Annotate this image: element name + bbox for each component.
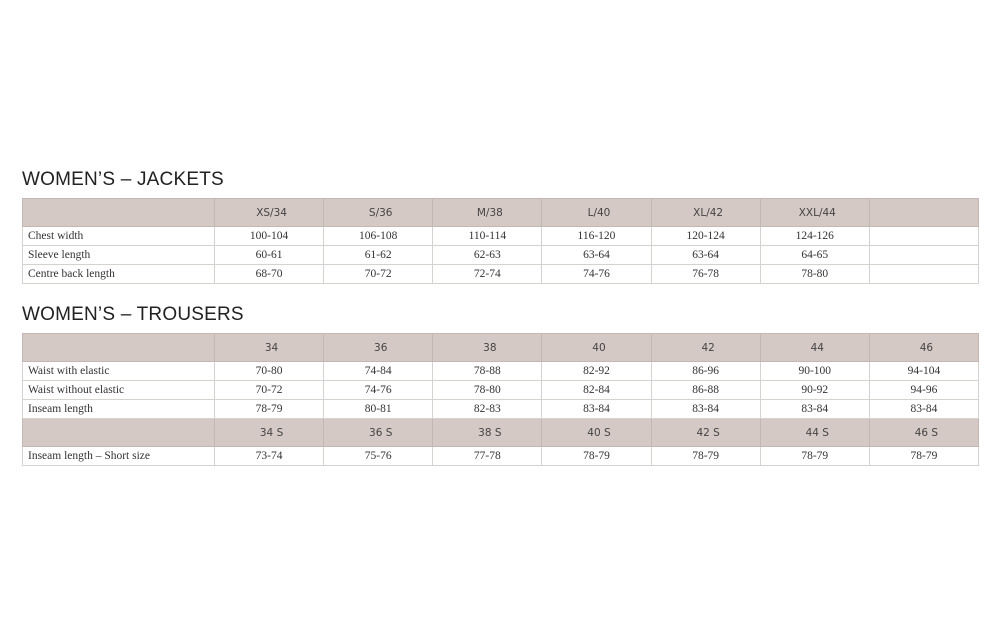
size-header-cell: 40	[541, 333, 652, 362]
header-empty-cell	[22, 333, 215, 362]
measurement-value: 76-78	[650, 264, 761, 284]
size-header-cell: L/40	[541, 198, 652, 227]
header-empty-cell	[22, 418, 215, 447]
size-header-cell: S/36	[323, 198, 434, 227]
measurement-value: 70-72	[213, 380, 325, 400]
measurement-value: 75-76	[323, 446, 434, 466]
size-header-cell: 36 S	[323, 418, 434, 447]
measurement-value: 74-84	[323, 361, 434, 381]
measurement-value: 82-83	[432, 399, 543, 419]
measurement-value: 83-84	[759, 399, 870, 419]
measurement-value: 83-84	[650, 399, 761, 419]
measurement-value: 68-70	[213, 264, 325, 284]
size-header-cell: 44	[759, 333, 870, 362]
size-header-row: 34 S 36 S 38 S 40 S 42 S 44 S 46 S	[22, 418, 980, 447]
measurement-value: 90-100	[759, 361, 870, 381]
size-header-cell: 44 S	[759, 418, 870, 447]
measurement-value: 82-84	[541, 380, 652, 400]
measurement-value: 77-78	[432, 446, 543, 466]
measurement-value: 106-108	[323, 226, 434, 246]
measurement-value: 83-84	[868, 399, 980, 419]
measurement-value: 63-64	[541, 245, 652, 265]
size-header-cell: 38	[432, 333, 543, 362]
measurement-label: Sleeve length	[22, 245, 215, 265]
measurement-value: 100-104	[213, 226, 325, 246]
size-header-cell: XXL/44	[759, 198, 870, 227]
table-row: Centre back length 68-70 70-72 72-74 74-76 76…	[22, 264, 980, 284]
measurement-label: Inseam length	[22, 399, 215, 419]
trousers-title: WOMEN’S – TROUSERS	[22, 304, 244, 325]
measurement-value: 78-79	[213, 399, 325, 419]
measurement-value: 73-74	[213, 446, 325, 466]
size-header-cell: M/38	[432, 198, 543, 227]
size-header-cell: 36	[323, 333, 434, 362]
measurement-value: 116-120	[541, 226, 652, 246]
size-header-cell: 46 S	[868, 418, 980, 447]
measurement-value: 64-65	[759, 245, 870, 265]
size-header-cell	[868, 198, 980, 227]
measurement-value: 78-88	[432, 361, 543, 381]
measurement-label: Centre back length	[22, 264, 215, 284]
size-header-cell: 34	[213, 333, 325, 362]
table-row: Chest width 100-104 106-108 110-114 116-120 1…	[22, 226, 980, 246]
measurement-value: 61-62	[323, 245, 434, 265]
measurement-value: 74-76	[541, 264, 652, 284]
size-header-cell: XL/42	[650, 198, 761, 227]
measurement-value: 63-64	[650, 245, 761, 265]
size-header-cell: 40 S	[541, 418, 652, 447]
measurement-value: 94-104	[868, 361, 980, 381]
measurement-value: 60-61	[213, 245, 325, 265]
measurement-label: Chest width	[22, 226, 215, 246]
measurement-value	[868, 245, 980, 265]
jackets-title: WOMEN’S – JACKETS	[22, 169, 224, 190]
table-row: Inseam length 78-79 80-81 82-83 83-84 83-84 83…	[22, 399, 980, 419]
measurement-value: 94-96	[868, 380, 980, 400]
measurement-value: 78-79	[650, 446, 761, 466]
header-empty-cell	[22, 198, 215, 227]
measurement-value	[868, 264, 980, 284]
measurement-value: 86-88	[650, 380, 761, 400]
measurement-value: 78-80	[432, 380, 543, 400]
table-row: Waist with elastic 70-80 74-84 78-88 82-92 86…	[22, 361, 980, 381]
measurement-label: Inseam length – Short size	[22, 446, 215, 466]
measurement-value: 120-124	[650, 226, 761, 246]
table-row: Sleeve length 60-61 61-62 62-63 63-64 63-64 64…	[22, 245, 980, 265]
measurement-value: 70-80	[213, 361, 325, 381]
measurement-value: 62-63	[432, 245, 543, 265]
size-header-row: 34 36 38 40 42 44 46	[22, 333, 980, 362]
measurement-value: 78-80	[759, 264, 870, 284]
size-header-cell: 34 S	[213, 418, 325, 447]
measurement-value: 78-79	[541, 446, 652, 466]
measurement-value: 70-72	[323, 264, 434, 284]
measurement-value	[868, 226, 980, 246]
measurement-value: 86-96	[650, 361, 761, 381]
jackets-size-table: XS/34 S/36 M/38 L/40 XL/42 XXL/44 Chest width 1…	[22, 198, 980, 284]
measurement-label: Waist with elastic	[22, 361, 215, 381]
measurement-value: 74-76	[323, 380, 434, 400]
size-header-cell: 46	[868, 333, 980, 362]
size-header-cell: XS/34	[213, 198, 325, 227]
trousers-size-table: 34 36 38 40 42 44 46 Waist with elastic 70-80 74-…	[22, 333, 980, 466]
table-row: Waist without elastic 70-72 74-76 78-80 82-8…	[22, 380, 980, 400]
size-header-cell: 38 S	[432, 418, 543, 447]
measurement-value: 82-92	[541, 361, 652, 381]
size-header-cell: 42	[650, 333, 761, 362]
measurement-value: 72-74	[432, 264, 543, 284]
measurement-value: 124-126	[759, 226, 870, 246]
measurement-value: 80-81	[323, 399, 434, 419]
measurement-label: Waist without elastic	[22, 380, 215, 400]
measurement-value: 90-92	[759, 380, 870, 400]
size-header-cell: 42 S	[650, 418, 761, 447]
measurement-value: 110-114	[432, 226, 543, 246]
measurement-value: 78-79	[759, 446, 870, 466]
size-header-row: XS/34 S/36 M/38 L/40 XL/42 XXL/44	[22, 198, 980, 227]
measurement-value: 83-84	[541, 399, 652, 419]
measurement-value: 78-79	[868, 446, 980, 466]
table-row: Inseam length – Short size 73-74 75-76 77-7…	[22, 446, 980, 466]
